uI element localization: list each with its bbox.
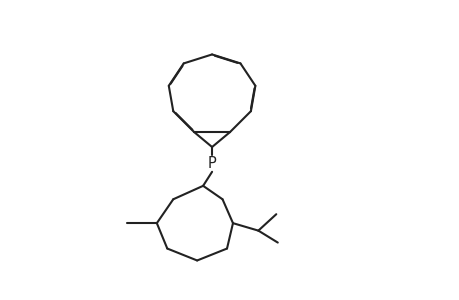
Text: P: P — [207, 156, 216, 171]
